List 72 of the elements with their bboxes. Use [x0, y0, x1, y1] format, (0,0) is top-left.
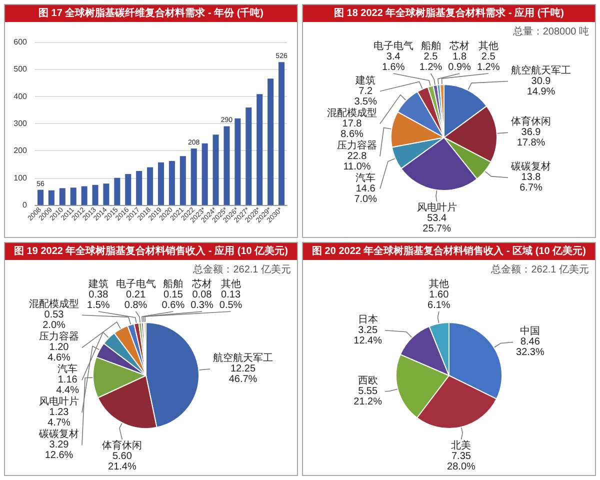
data-label: 7.2 3.5%	[354, 86, 378, 108]
slice-label: 电子电气	[116, 278, 156, 290]
data-label: 1.8 0.9%	[448, 51, 472, 73]
slice-label: 电子电气	[373, 40, 414, 52]
text: 总金额：262.1 亿美元	[490, 264, 590, 276]
slice-label: 建筑	[354, 74, 376, 86]
chart-title: 图 20 2022 年全球树脂基复合材料销售收入 - 区域 (10 亿美元)	[303, 243, 595, 260]
slice-label: 北美	[451, 439, 472, 452]
chart-title: 图 17 全球树脂基碳纤维复合材料需求 - 年份 (千吨)	[5, 5, 297, 22]
slice-label: 风电叶片	[39, 396, 79, 408]
chart-title: 图 18 2022 年全球树脂基复合材料需求 - 应用 (千吨)	[303, 5, 595, 22]
slice-label: 体育休闲	[102, 439, 142, 452]
data-label: 0.13 0.5%	[219, 289, 242, 311]
slice-label: 船舶	[420, 40, 441, 52]
data-label: 3.25 12.4%	[354, 324, 382, 346]
y-tick-label: 300	[14, 119, 28, 128]
data-label: 1.20 4.6%	[48, 342, 71, 364]
slice-label: 体育休闲	[511, 116, 551, 128]
data-label: 0.53 2.0%	[42, 310, 66, 332]
slice-label: 混配模成型	[29, 298, 79, 310]
data-label: 53.4 25.7%	[422, 212, 452, 234]
slice-label: 碳碳复材	[510, 160, 551, 173]
data-label: 30.9 14.9%	[526, 76, 556, 98]
data-label: 36.9 17.8%	[516, 127, 546, 149]
y-tick-label: 600	[14, 38, 28, 46]
slice-label: 风电叶片	[416, 201, 457, 214]
data-label: 5.55 21.2%	[354, 386, 382, 408]
slice-label: 船舶	[163, 278, 184, 290]
slice-label: 碳碳复材	[38, 428, 79, 440]
data-label: 1.16 4.4%	[56, 374, 80, 396]
data-label: 14.6 7.0%	[354, 183, 378, 205]
data-label: 5.60 21.4%	[108, 450, 136, 472]
data-label: 8.46 32.3%	[516, 336, 544, 358]
y-tick-label: 500	[14, 64, 28, 74]
y-tick-label: 200	[14, 146, 28, 156]
data-label: 3.29 12.6%	[44, 440, 74, 462]
data-label: 7.35 28.0%	[447, 450, 476, 472]
y-tick-label: 100	[14, 173, 28, 182]
data-label: 17.8 8.6%	[340, 118, 364, 140]
slice-label: 汽车	[356, 172, 376, 184]
text: 总量：208000 吨	[512, 26, 590, 38]
data-label: 1.23 4.7%	[48, 407, 71, 429]
text: 总金额：262.1 亿美元	[192, 264, 292, 276]
slice-label: 其他	[220, 278, 241, 290]
slice-label: 日本	[358, 313, 378, 326]
slice-label: 芯材	[448, 40, 470, 52]
slice-label: 压力容器	[337, 139, 377, 152]
slice-label: 汽车	[58, 363, 78, 376]
y-tick-label: 0	[22, 200, 28, 210]
y-tick-label: 400	[14, 92, 28, 101]
data-label: 0.21 0.8%	[124, 289, 148, 311]
data-label: 2.5 1.2%	[419, 51, 442, 73]
data-label: 13.8 6.7%	[520, 172, 543, 194]
slice-label: 压力容器	[39, 330, 79, 343]
slice-label: 航空航天军工	[511, 64, 571, 76]
data-label: 12.25 46.7%	[228, 364, 258, 386]
data-label: 22.8 11.0%	[343, 150, 371, 172]
slice-label: 建筑	[87, 278, 108, 290]
data-label: 3.4 1.6%	[382, 51, 405, 73]
data-label: 1.60 6.1%	[428, 289, 450, 311]
data-label: 2.5 1.2%	[476, 51, 500, 73]
chart-title: 图 19 2022 年全球树脂基复合材料销售收入 - 应用 (10 亿美元)	[5, 243, 297, 260]
data-label: 0.15 0.6%	[162, 289, 185, 311]
slice-label: 其他	[478, 40, 498, 52]
slice-label: 西欧	[358, 376, 378, 387]
slice-label: 航空航天军工	[213, 352, 273, 364]
slice-label: 芯材	[190, 278, 212, 290]
slice-label: 混配模成型	[327, 106, 377, 119]
data-label: 0.38 1.5%	[87, 289, 110, 311]
data-label: 0.08 0.3%	[190, 289, 214, 311]
slice-label: 中国	[520, 325, 540, 338]
slice-label: 其他	[428, 278, 449, 290]
